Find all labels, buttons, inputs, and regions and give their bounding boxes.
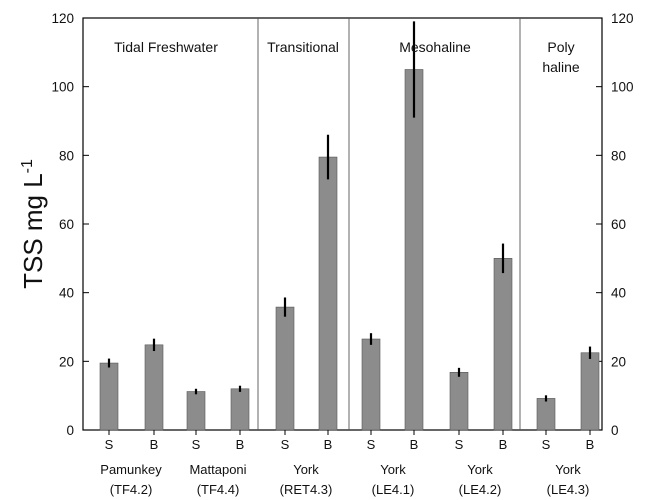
y-axis-label: TSS mg L-1 (18, 159, 48, 289)
bar-1 (99, 362, 119, 431)
y-axis-label-main: TSS mg L (18, 173, 48, 289)
bar-11 (536, 398, 556, 431)
y-tick-label-left: 40 (59, 286, 74, 301)
y-tick-label-left: 0 (66, 423, 74, 438)
x-tick-label: S (105, 437, 114, 452)
x-tick-label: B (499, 437, 508, 452)
y-tick-label-left: 60 (59, 217, 74, 232)
station-river-label: Mattaponi (189, 462, 246, 477)
station-code-label: (LE4.3) (547, 482, 590, 497)
y-tick-label-right: 100 (611, 80, 634, 95)
bar-10 (493, 258, 513, 431)
bar-8 (404, 69, 424, 431)
bar-5 (275, 306, 295, 431)
bar-2 (144, 344, 164, 431)
bar-9 (449, 372, 469, 431)
y-tick-label-right: 120 (611, 11, 634, 26)
y-tick-label-right: 40 (611, 286, 626, 301)
station-code-label: (TF4.4) (197, 482, 240, 497)
bar-3 (186, 391, 206, 431)
x-tick-label: B (150, 437, 159, 452)
x-tick-label: S (281, 437, 290, 452)
bar-12 (580, 352, 600, 431)
station-river-label: Pamunkey (100, 462, 162, 477)
station-code-label: (LE4.2) (459, 482, 502, 497)
y-tick-label-left: 120 (51, 11, 74, 26)
station-code-label: (LE4.1) (372, 482, 415, 497)
station-code-label: (TF4.2) (110, 482, 153, 497)
y-tick-label-left: 20 (59, 354, 74, 369)
y-tick-label-left: 80 (59, 148, 74, 163)
x-tick-label: S (455, 437, 464, 452)
x-tick-label: S (542, 437, 551, 452)
station-river-label: York (467, 462, 493, 477)
x-tick-label: B (236, 437, 245, 452)
region-label: Transitional (267, 39, 339, 55)
y-tick-label-right: 20 (611, 354, 626, 369)
y-tick-label-right: 80 (611, 148, 626, 163)
station-code-label: (RET4.3) (280, 482, 333, 497)
y-axis-label-superscript: -1 (19, 159, 36, 173)
x-tick-label: B (586, 437, 595, 452)
bar-4 (230, 388, 250, 431)
station-river-label: York (293, 462, 319, 477)
station-river-label: York (380, 462, 406, 477)
region-label: Poly (547, 39, 574, 55)
x-tick-label: S (367, 437, 376, 452)
y-tick-label-right: 60 (611, 217, 626, 232)
x-tick-label: S (192, 437, 201, 452)
region-label: Mesohaline (399, 39, 471, 55)
region-label: Tidal Freshwater (114, 39, 218, 55)
bar-7 (361, 338, 381, 431)
x-tick-label: B (324, 437, 333, 452)
station-river-label: York (555, 462, 581, 477)
y-tick-label-right: 0 (611, 423, 619, 438)
region-label: haline (542, 59, 580, 75)
x-tick-label: B (410, 437, 419, 452)
y-tick-label-left: 100 (51, 80, 74, 95)
bar-6 (318, 156, 338, 431)
